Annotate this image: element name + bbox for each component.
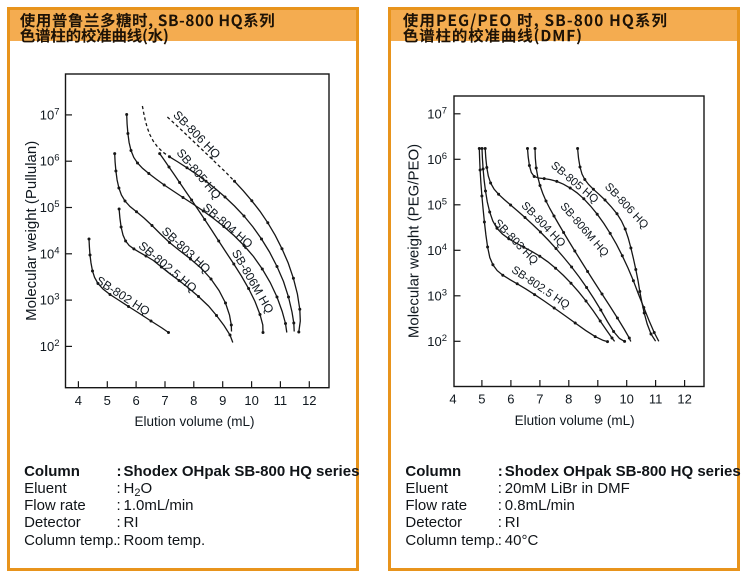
svg-text:5: 5	[478, 392, 485, 407]
svg-text:5: 5	[104, 393, 111, 408]
svg-text:106: 106	[40, 153, 60, 169]
svg-text:103: 103	[40, 292, 60, 308]
svg-text:103: 103	[427, 287, 447, 303]
svg-text:105: 105	[40, 199, 60, 215]
svg-text:Elution volume (mL): Elution volume (mL)	[515, 413, 635, 428]
svg-text:107: 107	[40, 106, 60, 122]
svg-text:6: 6	[507, 392, 514, 407]
svg-text:Molecular weight (PEG/PEO): Molecular weight (PEG/PEO)	[406, 144, 423, 338]
svg-text:12: 12	[677, 392, 691, 407]
svg-text:SB-802 HQ: SB-802 HQ	[93, 273, 152, 318]
svg-text:12: 12	[302, 393, 316, 408]
svg-text:4: 4	[75, 393, 82, 408]
svg-text:11: 11	[649, 392, 663, 407]
svg-text:10: 10	[619, 392, 633, 407]
svg-text:SB-806M HQ: SB-806M HQ	[558, 201, 611, 260]
svg-text:4: 4	[449, 392, 456, 407]
svg-text:SB-806 HQ: SB-806 HQ	[602, 181, 650, 232]
svg-text:7: 7	[161, 393, 168, 408]
svg-text:8: 8	[565, 392, 572, 407]
svg-text:7: 7	[536, 392, 543, 407]
svg-text:107: 107	[427, 105, 447, 121]
svg-text:Elution volume (mL): Elution volume (mL)	[134, 414, 254, 429]
svg-text:9: 9	[594, 392, 601, 407]
svg-text:6: 6	[132, 393, 139, 408]
svg-text:Molecular weight (Pullulan): Molecular weight (Pullulan)	[23, 141, 40, 321]
svg-text:104: 104	[40, 245, 60, 261]
svg-text:106: 106	[427, 151, 447, 167]
svg-text:SB-805 HQ: SB-805 HQ	[548, 160, 600, 206]
svg-text:10: 10	[244, 393, 258, 408]
svg-text:SB-802.5 HQ: SB-802.5 HQ	[509, 264, 572, 312]
svg-text:8: 8	[190, 393, 197, 408]
svg-text:11: 11	[274, 393, 288, 408]
svg-text:104: 104	[427, 242, 447, 258]
svg-text:102: 102	[427, 333, 447, 349]
svg-text:9: 9	[219, 393, 226, 408]
svg-text:102: 102	[40, 338, 60, 354]
svg-text:105: 105	[427, 196, 447, 212]
